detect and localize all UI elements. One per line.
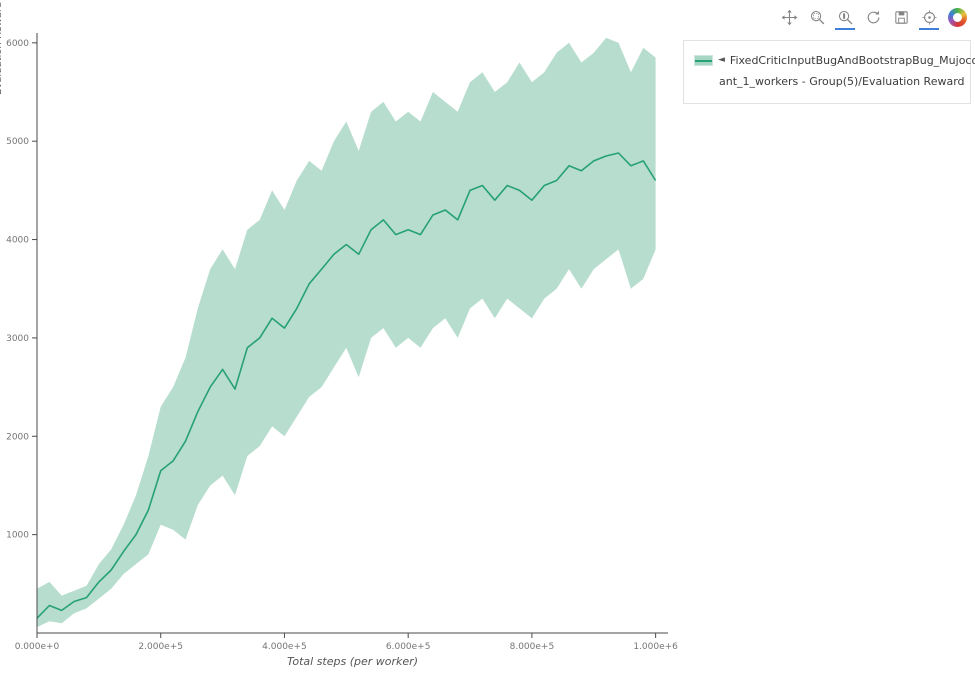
box-zoom-icon <box>810 10 824 24</box>
legend-swatch-line <box>695 60 712 63</box>
x-tick-label: 6.000e+5 <box>386 642 431 652</box>
bokeh-logo-icon <box>947 7 967 27</box>
bokeh-toolbar <box>777 5 969 30</box>
x-tick-label: 2.000e+5 <box>138 642 183 652</box>
hover-icon <box>921 9 937 25</box>
legend-label-line1: FixedCriticInputBugAndBootstrapBug_Mujoc… <box>729 54 975 67</box>
bokeh-logo[interactable] <box>945 5 969 29</box>
wheel-zoom-icon <box>838 10 852 24</box>
reset-icon <box>867 10 879 23</box>
x-tick-label: 0.000e+0 <box>15 642 60 652</box>
y-tick-label: 6000 <box>6 39 29 49</box>
save-tool[interactable] <box>889 5 913 29</box>
legend-swatch <box>694 55 713 67</box>
pan-tool[interactable] <box>777 5 801 29</box>
y-tick-label: 1000 <box>6 531 29 541</box>
y-tick-label: 3000 <box>6 334 29 344</box>
confidence-band <box>37 37 656 628</box>
save-icon <box>894 10 908 24</box>
legend-collapse-icon[interactable]: ◄ <box>718 54 725 65</box>
y-tick-label: 5000 <box>6 137 29 147</box>
hover-tool[interactable] <box>917 5 941 30</box>
reset-tool[interactable] <box>861 5 885 29</box>
mean-line <box>36 152 657 619</box>
y-tick-label: 4000 <box>6 236 29 246</box>
y-tick-label: 2000 <box>6 432 29 442</box>
y-axis-label: Evaluation Reward <box>0 1 4 95</box>
plot-area[interactable]: 0.000e+0 2.000e+5 4.000e+5 6.000e+5 8.000e+5… <box>6 33 678 652</box>
pan-icon <box>781 9 797 25</box>
legend: ◄ FixedCriticInputBugAndBootstrapBug_Muj… <box>683 40 975 104</box>
box-zoom-tool[interactable] <box>805 5 829 29</box>
legend-label-line2: ant_1_workers - Group(5)/Evaluation Rewa… <box>719 75 965 89</box>
x-tick-label: 8.000e+5 <box>510 642 555 652</box>
x-tick-label: 4.000e+5 <box>262 642 307 652</box>
wheel-zoom-tool[interactable] <box>833 5 857 30</box>
legend-entry[interactable]: ◄ FixedCriticInputBugAndBootstrapBug_Muj… <box>694 50 975 71</box>
x-tick-label: 1.000e+6 <box>633 642 678 652</box>
x-axis-label: Total steps (per worker) <box>287 655 418 668</box>
